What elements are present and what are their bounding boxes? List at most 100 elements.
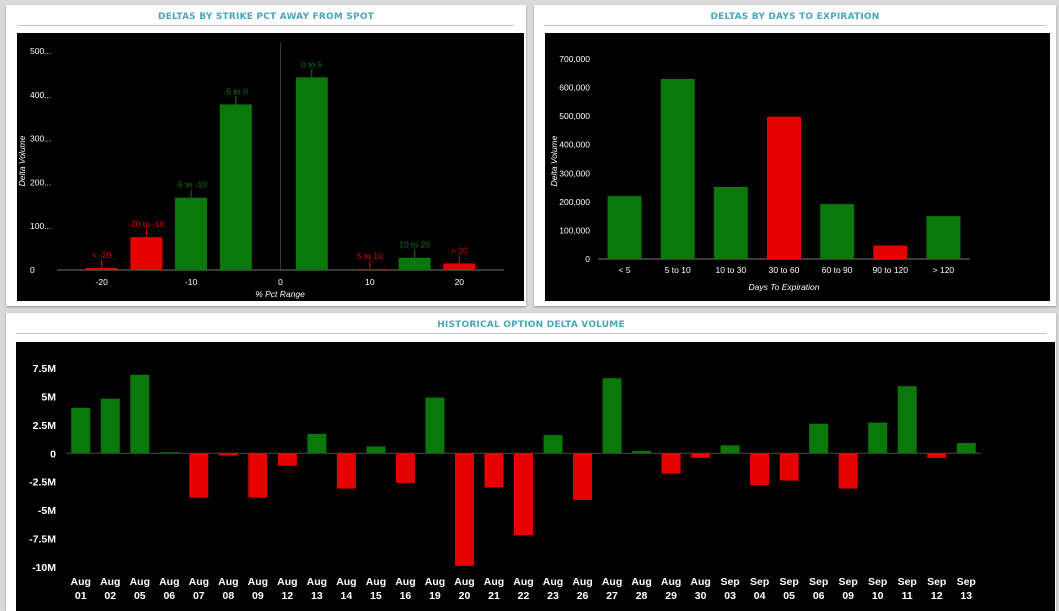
bar — [926, 216, 961, 259]
x-tick-label: 10 to 30 — [715, 265, 746, 275]
bar — [767, 116, 801, 259]
x-tick-label-day: 07 — [193, 590, 205, 602]
y-tick-label: 100... — [30, 221, 51, 231]
bar — [779, 453, 799, 481]
x-tick-label-day: 12 — [931, 590, 943, 602]
strike-panel: DELTAS BY STRIKE PCT AWAY FROM SPOT 0 100… — [6, 5, 526, 306]
bar — [543, 435, 563, 454]
y-axis-title: Delta Volume — [549, 135, 559, 186]
data-label: 0 to 5 — [301, 59, 323, 69]
x-tick-label: 60 to 90 — [822, 265, 853, 275]
bar — [336, 453, 356, 489]
bar — [366, 446, 386, 454]
historical-panel-divider — [16, 333, 1046, 334]
data-label: -5 to -10 — [175, 180, 207, 190]
bar — [660, 79, 695, 259]
x-tick-label-month: Aug — [159, 576, 179, 588]
strike-panel-title: DELTAS BY STRIKE PCT AWAY FROM SPOT — [157, 12, 375, 22]
y-tick-label: 0 — [50, 448, 56, 460]
x-tick-label-month: Aug — [189, 576, 209, 588]
x-tick-label: 0 — [278, 277, 283, 287]
x-tick-label-month: Aug — [454, 576, 474, 588]
y-tick-label: 5M — [41, 391, 56, 403]
x-tick-label-month: Aug — [366, 576, 386, 588]
x-tick-label-month: Aug — [484, 576, 504, 588]
bar — [130, 237, 163, 270]
y-tick-label: 200,000 — [559, 197, 590, 207]
historical-chart: -10M -7.5M -5M -2.5M 0 2.5M 5M 7.5M Aug 01 Aug 02 Au… — [29, 363, 981, 602]
y-tick-label: -7.5M — [29, 534, 56, 546]
data-label: -5 to 0 — [224, 86, 248, 96]
bar — [838, 453, 858, 489]
data-label: 10 to 20 — [399, 240, 430, 250]
y-tick-label: 400,000 — [559, 140, 590, 150]
y-tick-label: 500,000 — [559, 111, 590, 121]
y-tick-label: 100,000 — [559, 225, 590, 235]
strike-chart: 0 100... 200... 300... 400... 500... -20 -10 0 10… — [17, 43, 504, 299]
x-tick-label-day: 01 — [75, 590, 87, 602]
x-tick-label-month: Aug — [661, 576, 681, 588]
y-tick-label: -10M — [32, 562, 56, 574]
data-label: 5 to 10 — [357, 251, 383, 261]
bar — [175, 197, 208, 270]
bar — [956, 443, 976, 454]
bar — [248, 453, 268, 498]
x-tick-label-month: Aug — [690, 576, 710, 588]
x-tick-label-day: 13 — [311, 590, 323, 602]
bar — [454, 453, 474, 566]
expiration-panel-divider — [544, 25, 1046, 26]
x-tick-label-day: 12 — [282, 590, 294, 602]
y-tick-label: 300... — [30, 134, 51, 144]
x-tick-label-day: 29 — [665, 590, 677, 602]
x-tick-label-month: Aug — [71, 576, 91, 588]
x-tick-label-month: Sep — [720, 576, 739, 588]
bar — [927, 453, 947, 458]
x-tick-label-month: Sep — [868, 576, 887, 588]
x-tick-label-day: 09 — [252, 590, 264, 602]
strike-chart-area: 0 100... 200... 300... 400... 500... -20 -10 0 10… — [17, 33, 524, 301]
x-tick-label-day: 04 — [754, 590, 766, 602]
expiration-chart: 0 100,000 200,000 300,000 400,000 500,000 600,… — [549, 54, 970, 292]
x-tick-label-month: Aug — [631, 576, 651, 588]
y-tick-label: -5M — [38, 505, 56, 517]
bar — [720, 445, 740, 454]
bar — [607, 196, 642, 259]
bar — [277, 453, 297, 466]
bar — [189, 453, 209, 498]
x-axis-title: Days To Expiration — [748, 282, 819, 292]
x-tick-label: 90 to 120 — [873, 265, 909, 275]
y-tick-label: 0 — [30, 265, 35, 275]
y-tick-label: 7.5M — [33, 363, 57, 375]
bar — [218, 453, 238, 456]
x-tick-label-month: Aug — [130, 576, 150, 588]
x-tick-label-month: Aug — [425, 576, 445, 588]
data-label: > 20 — [451, 245, 468, 255]
y-tick-label: 2.5M — [33, 420, 57, 432]
bar — [897, 386, 917, 454]
bar — [484, 453, 504, 488]
x-tick-label-day: 02 — [104, 590, 116, 602]
bar — [130, 374, 150, 454]
x-tick-label-day: 10 — [872, 590, 884, 602]
bar — [159, 452, 179, 454]
x-tick-label-day: 11 — [902, 590, 913, 602]
y-tick-label: 700,000 — [559, 54, 590, 64]
y-axis-title: Delta Volume — [17, 135, 27, 186]
y-tick-label: 300,000 — [559, 168, 590, 178]
bar — [809, 423, 829, 454]
x-tick-label-month: Aug — [572, 576, 592, 588]
x-tick-label-day: 06 — [163, 590, 175, 602]
historical-chart-area: -10M -7.5M -5M -2.5M 0 2.5M 5M 7.5M Aug 01 Aug 02 Au… — [16, 342, 1055, 611]
data-label: < -20 — [92, 250, 112, 260]
bar — [100, 398, 120, 454]
x-axis-title: % Pct Range — [255, 289, 305, 299]
expiration-panel: DELTAS BY DAYS TO EXPIRATION 0 100,000 200… — [534, 5, 1056, 306]
x-tick-label-month: Aug — [307, 576, 327, 588]
x-tick-label: 10 — [365, 277, 375, 287]
historical-panel-title: HISTORICAL OPTION DELTA VOLUME — [437, 320, 625, 330]
strike-panel-divider — [18, 25, 514, 26]
y-tick-label: 400... — [30, 90, 51, 100]
x-tick-label-day: 05 — [783, 590, 795, 602]
x-tick-label-day: 30 — [695, 590, 707, 602]
x-tick-label-day: 09 — [842, 590, 854, 602]
